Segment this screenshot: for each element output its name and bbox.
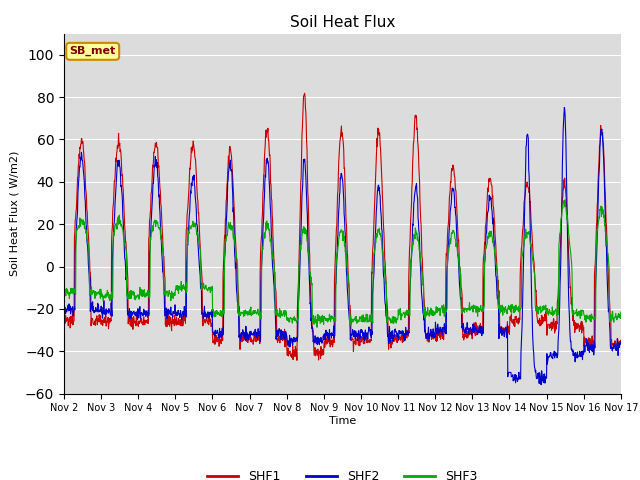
SHF2 <box>551 349 559 355</box>
SHF1 <box>246 335 254 340</box>
SHF2 <box>246 334 254 339</box>
SHF1 <box>552 328 559 334</box>
SHF1 <box>429 336 437 342</box>
SHF3 <box>184 239 191 245</box>
SHF2 <box>502 324 509 330</box>
SHF3 <box>429 313 437 319</box>
X-axis label: Time: Time <box>329 416 356 426</box>
Line: SHF3: SHF3 <box>64 200 621 327</box>
SHF3 <box>551 308 559 313</box>
SHF2 <box>617 341 625 347</box>
Legend: SHF1, SHF2, SHF3: SHF1, SHF2, SHF3 <box>202 465 483 480</box>
SHF2 <box>60 306 68 312</box>
SHF3 <box>246 312 254 318</box>
Line: SHF2: SHF2 <box>64 108 621 384</box>
Y-axis label: Soil Heat Flux ( W/m2): Soil Heat Flux ( W/m2) <box>10 151 19 276</box>
SHF2 <box>537 382 545 387</box>
SHF2 <box>184 242 191 248</box>
SHF2 <box>170 311 178 316</box>
SHF3 <box>502 307 509 312</box>
SHF3 <box>170 290 178 296</box>
SHF1 <box>293 358 301 363</box>
SHF3 <box>313 324 321 330</box>
Title: Soil Heat Flux: Soil Heat Flux <box>290 15 395 30</box>
SHF1 <box>60 319 68 325</box>
SHF3 <box>60 287 68 293</box>
SHF1 <box>301 90 308 96</box>
SHF3 <box>617 309 625 315</box>
SHF2 <box>561 105 568 110</box>
SHF1 <box>502 328 510 334</box>
SHF1 <box>170 323 178 328</box>
Text: SB_met: SB_met <box>70 46 116 57</box>
SHF1 <box>617 337 625 343</box>
SHF3 <box>561 197 569 203</box>
Line: SHF1: SHF1 <box>64 93 621 360</box>
SHF2 <box>429 334 436 340</box>
SHF1 <box>184 205 191 211</box>
